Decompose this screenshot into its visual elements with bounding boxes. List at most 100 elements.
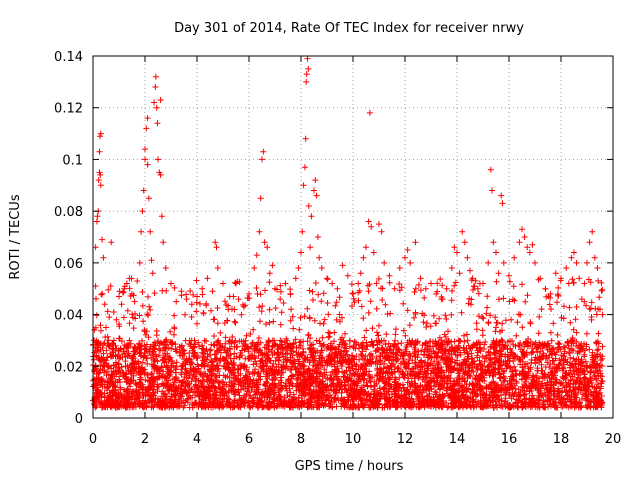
data-point (598, 357, 604, 363)
data-point (233, 320, 239, 326)
data-point (318, 298, 324, 304)
data-point (586, 346, 592, 352)
data-point (201, 310, 207, 316)
data-point (479, 314, 485, 320)
data-point (254, 285, 260, 291)
data-point (337, 294, 343, 300)
data-point (548, 306, 554, 312)
data-point (200, 292, 206, 298)
data-point (359, 304, 365, 310)
data-point (499, 321, 505, 327)
data-point (368, 384, 374, 390)
data-point (307, 288, 313, 294)
data-point (310, 289, 316, 295)
data-point (461, 339, 467, 345)
data-point (266, 279, 272, 285)
data-point (513, 372, 519, 378)
data-point (393, 326, 399, 332)
data-point (536, 330, 542, 336)
data-point (257, 318, 263, 324)
data-point (203, 338, 209, 344)
data-point (366, 288, 372, 294)
data-point (493, 279, 499, 285)
data-point (197, 301, 203, 307)
data-point (278, 322, 284, 328)
data-point (215, 320, 221, 326)
data-point (306, 332, 312, 338)
data-point (476, 291, 482, 297)
data-point (359, 352, 365, 358)
data-point (145, 312, 151, 318)
data-point (349, 290, 355, 296)
data-point (203, 302, 209, 308)
data-point (574, 330, 580, 336)
data-point (172, 285, 178, 291)
data-point (383, 331, 389, 337)
data-point (364, 383, 370, 389)
data-point (584, 331, 590, 337)
data-point (457, 338, 463, 344)
data-point (500, 295, 506, 301)
data-point (503, 317, 509, 323)
data-point (407, 322, 413, 328)
data-point (332, 303, 338, 309)
data-point (511, 283, 517, 289)
data-point (139, 289, 145, 295)
data-point (194, 278, 200, 284)
data-point (589, 317, 595, 323)
data-point (437, 335, 443, 341)
data-point (222, 298, 228, 304)
data-point (525, 292, 531, 298)
data-point (411, 315, 417, 321)
data-point (334, 299, 340, 305)
data-point (310, 297, 316, 303)
data-point (215, 305, 221, 311)
data-point (98, 328, 104, 334)
data-point (349, 281, 355, 287)
data-point (474, 326, 480, 332)
data-point (182, 312, 188, 318)
data-point (464, 331, 470, 337)
data-point (145, 294, 151, 300)
data-point (127, 320, 133, 326)
data-point (485, 320, 491, 326)
data-point (528, 321, 534, 327)
data-point (554, 299, 560, 305)
data-point (223, 334, 229, 340)
data-point (456, 337, 462, 343)
data-point (437, 276, 443, 282)
data-point (516, 311, 522, 317)
data-point (421, 295, 427, 301)
data-point (461, 333, 467, 339)
data-point (360, 315, 366, 321)
data-point (522, 299, 528, 305)
data-point (211, 333, 217, 339)
data-point (413, 286, 419, 292)
data-point (262, 288, 268, 294)
data-point (304, 306, 310, 312)
data-point (325, 276, 331, 282)
data-point (596, 331, 602, 337)
data-point (167, 329, 173, 335)
data-point (229, 334, 235, 340)
data-point (514, 319, 520, 325)
data-point (376, 323, 382, 329)
data-point (325, 311, 331, 317)
data-point (363, 328, 369, 334)
data-point (120, 290, 126, 296)
data-point (555, 285, 561, 291)
data-point (453, 280, 459, 286)
data-point (98, 292, 104, 298)
data-point (171, 313, 177, 319)
data-point (400, 301, 406, 307)
data-point (296, 327, 302, 333)
data-point (267, 307, 273, 313)
data-point (448, 312, 454, 318)
data-point (255, 291, 261, 297)
data-point (587, 306, 593, 312)
data-point (432, 320, 438, 326)
data-point (368, 298, 374, 304)
data-point (496, 296, 502, 302)
data-point (443, 316, 449, 322)
data-point (313, 280, 319, 286)
